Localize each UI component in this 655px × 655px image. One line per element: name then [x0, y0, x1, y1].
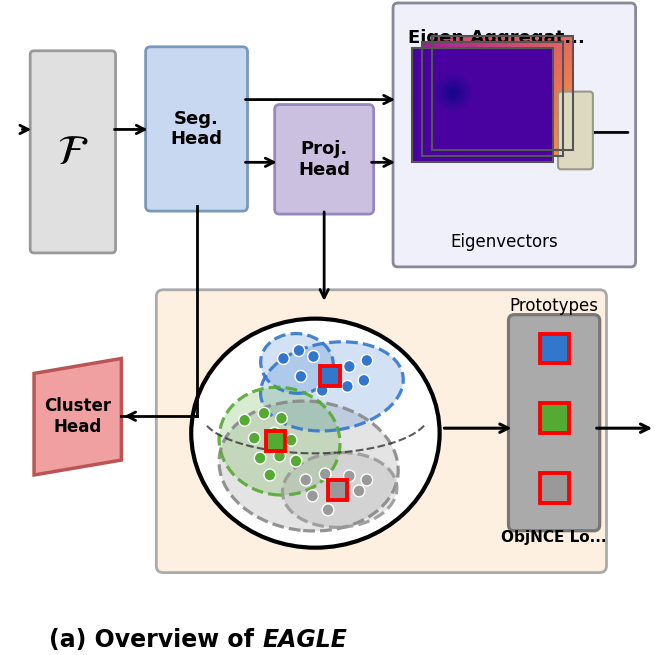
Ellipse shape	[261, 333, 333, 394]
Circle shape	[258, 407, 270, 419]
FancyBboxPatch shape	[157, 290, 607, 572]
Bar	[320, 366, 340, 386]
FancyBboxPatch shape	[393, 3, 635, 267]
Text: Eigen Aggregat...: Eigen Aggregat...	[407, 29, 584, 47]
Circle shape	[322, 504, 334, 516]
Bar	[540, 403, 569, 433]
Text: EAGLE: EAGLE	[262, 628, 347, 652]
Circle shape	[361, 354, 373, 366]
Circle shape	[353, 485, 365, 497]
Circle shape	[300, 474, 312, 486]
Circle shape	[329, 488, 341, 500]
Circle shape	[274, 450, 286, 462]
Circle shape	[278, 352, 290, 364]
Text: Cluster
Head: Cluster Head	[44, 397, 111, 436]
FancyBboxPatch shape	[145, 47, 248, 211]
Circle shape	[308, 350, 319, 362]
Circle shape	[293, 345, 305, 356]
Ellipse shape	[191, 318, 440, 548]
Bar	[328, 480, 347, 500]
Text: (a) Overview of: (a) Overview of	[49, 628, 262, 652]
Bar	[266, 431, 286, 451]
FancyBboxPatch shape	[30, 51, 115, 253]
Circle shape	[295, 371, 307, 383]
Circle shape	[269, 427, 280, 439]
Bar	[413, 48, 553, 162]
Ellipse shape	[261, 342, 403, 431]
Circle shape	[361, 474, 373, 486]
Circle shape	[290, 455, 302, 467]
Circle shape	[319, 468, 331, 480]
Circle shape	[276, 412, 288, 424]
Bar	[540, 333, 569, 364]
Circle shape	[264, 469, 276, 481]
Text: Eigenvectors: Eigenvectors	[451, 233, 559, 251]
FancyBboxPatch shape	[508, 314, 600, 531]
Circle shape	[254, 452, 266, 464]
Text: Seg.
Head: Seg. Head	[170, 109, 223, 148]
Circle shape	[358, 375, 370, 386]
Circle shape	[286, 434, 297, 446]
Circle shape	[319, 364, 331, 377]
Bar	[432, 36, 572, 151]
Ellipse shape	[282, 453, 397, 527]
Bar	[422, 42, 563, 157]
FancyBboxPatch shape	[558, 92, 593, 169]
Ellipse shape	[219, 387, 340, 495]
Polygon shape	[34, 358, 121, 475]
Text: Prototypes: Prototypes	[510, 297, 599, 314]
Circle shape	[239, 414, 250, 426]
FancyBboxPatch shape	[274, 105, 373, 214]
Text: Proj.
Head: Proj. Head	[298, 140, 350, 179]
Circle shape	[307, 490, 318, 502]
Bar	[540, 473, 569, 503]
Circle shape	[342, 381, 353, 392]
Text: $\mathcal{F}$: $\mathcal{F}$	[57, 131, 88, 173]
Circle shape	[344, 470, 355, 482]
Circle shape	[316, 384, 328, 396]
Circle shape	[344, 360, 355, 373]
Ellipse shape	[219, 401, 398, 531]
Circle shape	[248, 432, 260, 444]
Text: ObjNCE Lo...: ObjNCE Lo...	[501, 531, 607, 545]
